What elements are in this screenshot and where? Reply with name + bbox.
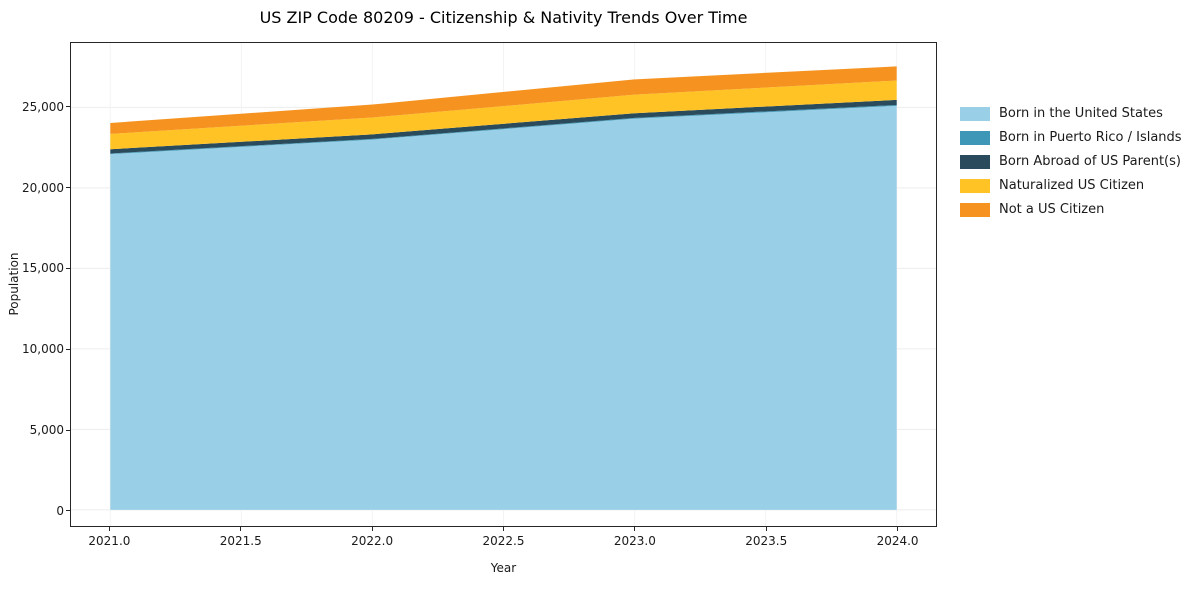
x-tick-label: 2022.0 <box>351 534 394 548</box>
legend-label: Naturalized US Citizen <box>999 178 1145 193</box>
legend-item: Not a US Citizen <box>960 202 1182 217</box>
y-tick-label: 10,000 <box>22 342 64 357</box>
legend-item: Born in Puerto Rico / Islands <box>960 130 1182 145</box>
stacked-area-svg <box>71 43 936 526</box>
legend-label: Born Abroad of US Parent(s) <box>999 154 1181 169</box>
y-tick-label: 25,000 <box>22 99 64 114</box>
legend-item: Born in the United States <box>960 106 1182 121</box>
x-tick-label: 2021.0 <box>88 534 131 548</box>
y-tick-label: 15,000 <box>22 261 64 276</box>
legend: Born in the United States Born in Puerto … <box>960 106 1182 217</box>
legend-item: Born Abroad of US Parent(s) <box>960 154 1182 169</box>
legend-swatch <box>960 106 990 121</box>
x-tick-label: 2024.0 <box>876 534 919 548</box>
x-tick-label: 2022.5 <box>482 534 525 548</box>
y-tick-mark <box>66 510 70 512</box>
x-tick-mark <box>108 527 110 531</box>
x-tick-label: 2021.5 <box>219 534 262 548</box>
y-tick-mark <box>66 348 70 350</box>
legend-swatch <box>960 178 990 193</box>
y-tick-mark <box>66 429 70 431</box>
x-tick-mark <box>634 527 636 531</box>
x-tick-mark <box>765 527 767 531</box>
chart-title: US ZIP Code 80209 - Citizenship & Nativi… <box>259 8 748 27</box>
x-tick-mark <box>240 527 242 531</box>
plot-area <box>70 42 937 527</box>
legend-swatch <box>960 202 990 217</box>
x-tick-label: 2023.5 <box>745 534 788 548</box>
x-tick-mark <box>897 527 899 531</box>
legend-label: Born in the United States <box>999 106 1163 121</box>
y-tick-mark <box>66 267 70 269</box>
y-tick-label: 20,000 <box>22 180 64 195</box>
legend-swatch <box>960 154 990 169</box>
x-tick-label: 2023.0 <box>613 534 656 548</box>
legend-swatch <box>960 130 990 145</box>
legend-item: Naturalized US Citizen <box>960 178 1182 193</box>
legend-label: Not a US Citizen <box>999 202 1105 217</box>
y-tick-label: 5,000 <box>29 423 64 437</box>
y-tick-mark <box>66 187 70 188</box>
x-axis-label: Year <box>490 561 517 575</box>
y-tick-label: 0 <box>56 503 64 518</box>
x-tick-mark <box>371 527 373 531</box>
legend-label: Born in Puerto Rico / Islands <box>999 130 1182 145</box>
y-tick-mark <box>66 106 70 108</box>
x-tick-mark <box>503 527 504 531</box>
